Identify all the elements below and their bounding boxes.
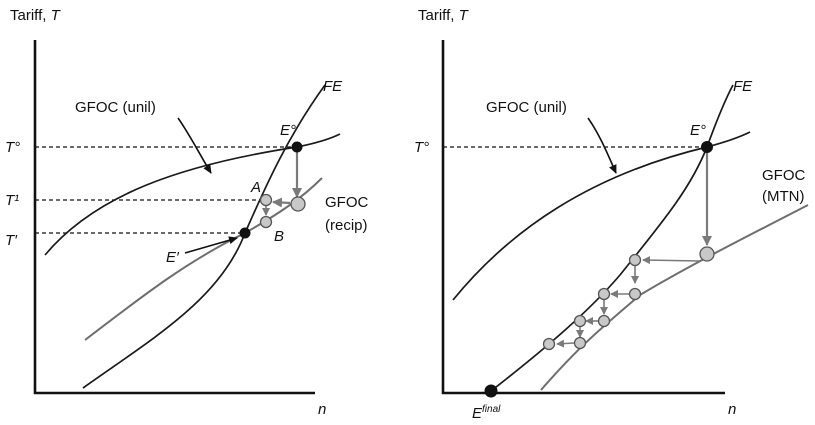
left-eprime-pointer-arrow [184, 236, 238, 254]
left-left-adjust-arrow [272, 197, 291, 208]
left-x-axis-label: n [318, 401, 326, 418]
left-fe-label: FE [323, 78, 343, 95]
left-point-e0 [291, 141, 303, 153]
left-e0-label: E° [280, 122, 296, 139]
left-b-label: B [274, 228, 284, 245]
left-y-axis-title: Tariff, T [10, 7, 62, 24]
left-tick-t1: T¹ [5, 192, 19, 209]
right-y-axis-title: Tariff, T [418, 7, 470, 24]
left-point-b [259, 215, 273, 229]
left-point-eprime [239, 227, 251, 239]
right-e0-label: E° [690, 122, 706, 139]
left-gfoc-unil-curve [44, 133, 341, 256]
right-tick-t0: T° [414, 139, 429, 156]
left-eprime-label: E′ [166, 249, 180, 266]
right-fe-point-2 [597, 287, 611, 301]
right-gfoc-unil-curve [452, 131, 751, 301]
left-gfoc-unil-label: GFOC (unil) [75, 99, 156, 116]
right-left-arrow-4 [556, 339, 575, 348]
left-panel: Tariff, T n T° T¹ T′ FE GFOC (unil) GFOC… [5, 7, 368, 418]
right-gfoc-unil-pointer-arrow [587, 117, 617, 174]
right-mtn-point-2 [628, 287, 642, 301]
right-left-arrow-1 [642, 256, 701, 265]
right-axes [441, 40, 725, 395]
right-fe-label: FE [733, 78, 753, 95]
right-mtn-point-4 [573, 336, 587, 350]
left-gfoc-recip-label-line2: (recip) [325, 217, 368, 234]
right-point-efinal [484, 384, 498, 398]
right-gfoc-mtn-label-line2: (MTN) [762, 188, 804, 205]
right-gfoc-mtn-label-line1: GFOC [762, 167, 805, 184]
right-point-e0 [701, 141, 713, 153]
right-mtn-point-1 [699, 246, 715, 262]
right-efinal-label: Efinal [472, 404, 501, 422]
right-mtn-point-3 [597, 314, 611, 328]
left-point-a [259, 193, 273, 207]
left-gfoc-unil-pointer-arrow [177, 117, 212, 174]
left-tick-t0: T° [5, 139, 20, 156]
left-axes [33, 40, 315, 395]
left-gfoc-recip-label-line1: GFOC [325, 194, 368, 211]
right-fe-point-3 [573, 314, 587, 328]
right-fe-curve [490, 84, 734, 392]
left-recip-point [290, 196, 306, 212]
right-gfoc-unil-label: GFOC (unil) [486, 99, 567, 116]
left-a-label: A [250, 179, 261, 196]
right-fe-point-1 [628, 253, 642, 267]
right-x-axis-label: n [728, 401, 736, 418]
right-panel: Tariff, T n T° FE GFOC (unil) GFOC (MTN) [414, 7, 809, 422]
right-gfoc-mtn-curve [540, 204, 809, 391]
right-fe-point-4 [542, 337, 556, 351]
left-tick-tprime: T′ [5, 232, 18, 249]
